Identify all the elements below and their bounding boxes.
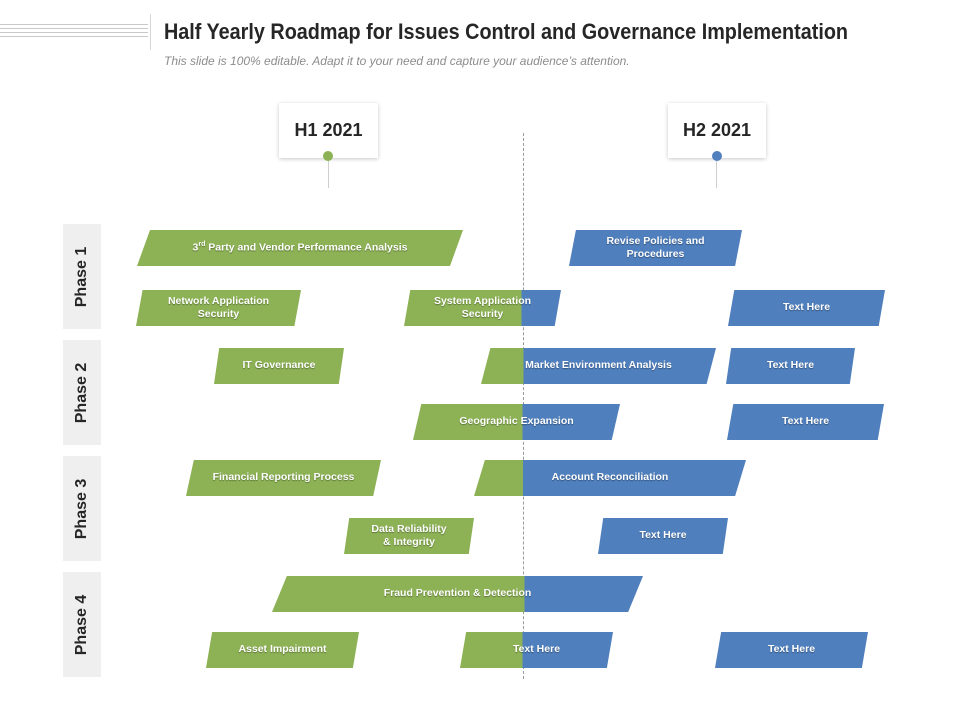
bar-it-governance: IT Governance [214,348,344,384]
bar-geographic-expansion: Geographic Expansion [413,404,620,440]
bar-text: Text Here [639,529,687,542]
bar-text: Party and Vendor Performance Analysis [205,241,408,254]
bar-text: Revise Policies and [606,234,705,247]
header-decoration [0,24,148,40]
bar-account-reconciliation: Account Reconciliation [474,460,746,496]
period-h1-stem [328,158,329,188]
phase-4-label-box: Phase 4 [63,572,101,677]
phase-1-label: Phase 1 [73,246,91,307]
bar-text: Procedures [626,248,685,260]
bar-text: Account Reconciliation [551,471,669,484]
phase-4-label: Phase 4 [73,594,91,655]
period-h2-box: H2 2021 [668,103,766,158]
period-h1-box: H1 2021 [279,103,378,158]
bar-text: Fraud Prevention & Detection [383,587,532,600]
phase-1-label-box: Phase 1 [63,224,101,329]
bar-text: Text Here [782,301,831,314]
bar-vendor-performance-analysis: 3rd Party and Vendor Performance Analysi… [137,230,463,266]
bar-text: 3 [192,241,199,254]
bar-text: Security [197,308,240,320]
bar-text-here: Text Here [598,518,728,554]
phase-3-label-box: Phase 3 [63,456,101,561]
bar-text-here: Text Here [715,632,868,668]
slide-title: Half Yearly Roadmap for Issues Control a… [164,19,849,44]
bar-text-here: Text Here [727,404,884,440]
bar-text: & Integrity [383,536,435,548]
bar-text-here: Text Here [460,632,613,668]
period-h2-dot [712,151,722,161]
bar-text: Geographic Expansion [459,415,574,428]
bar-text: Market Environment Analysis [525,359,672,372]
period-h1-label: H1 2021 [294,120,363,140]
period-h1-dot [323,151,333,161]
bar-text: Text Here [767,643,816,656]
bar-text: Asset Impairment [238,643,327,656]
header-divider [150,14,151,50]
period-h2-label: H2 2021 [682,120,752,140]
bar-network-application-security: Network Application Security [136,290,301,326]
phase-3-label: Phase 3 [73,478,91,539]
bar-text: rd [198,241,206,249]
bar-text: Financial Reporting Process [212,471,355,484]
bar-asset-impairment: Asset Impairment [206,632,359,668]
bar-revise-policies: Revise Policies and Procedures [569,230,742,266]
bar-text: Text Here [781,415,830,428]
bar-text: Text Here [512,643,561,656]
phase-2-label: Phase 2 [73,362,91,423]
bar-financial-reporting-process: Financial Reporting Process [186,460,381,496]
bar-text: Data Reliability [371,522,447,535]
bar-text-here: Text Here [726,348,855,384]
bar-system-application-security: System Application Security [404,290,561,326]
bar-text-here: Text Here [728,290,885,326]
slide-subtitle: This slide is 100% editable. Adapt it to… [164,54,630,68]
bar-market-environment-analysis: Market Environment Analysis [481,348,716,384]
bar-text: System Application [433,294,532,307]
bar-data-reliability-integrity: Data Reliability & Integrity [344,518,474,554]
period-h2-stem [716,158,717,188]
bar-text: Network Application [167,294,270,307]
phase-2-label-box: Phase 2 [63,340,101,445]
bar-fraud-prevention-detection: Fraud Prevention & Detection [272,576,643,612]
bar-text: Text Here [766,359,815,372]
bar-text: Security [461,308,504,320]
bar-text: IT Governance [242,359,316,372]
